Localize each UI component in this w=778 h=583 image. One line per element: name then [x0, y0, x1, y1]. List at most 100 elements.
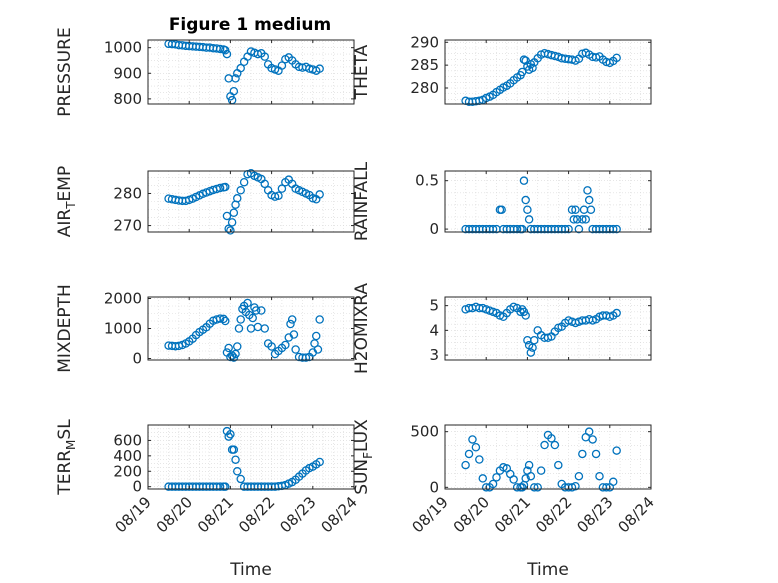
y-tick-label: 500: [410, 423, 439, 441]
data-point: [471, 443, 481, 452]
y-tick-label: 280: [113, 184, 142, 202]
y-tick-label: 800: [113, 90, 142, 108]
data-point: [229, 86, 239, 96]
data-point: [222, 211, 232, 221]
data-point: [301, 353, 311, 362]
data-point: [488, 479, 498, 489]
y-tick-label: 0: [429, 220, 439, 238]
data-point: [509, 475, 518, 484]
y-tick-label: 0: [132, 478, 142, 496]
data-point: [586, 205, 596, 214]
data-point: [315, 315, 324, 324]
data-point: [519, 176, 529, 185]
data-point: [530, 335, 539, 345]
subplot-4: 0 0.5 RAINFALL: [352, 161, 652, 241]
data-point: [612, 446, 621, 455]
data-point: [595, 471, 604, 481]
data-point: [260, 52, 269, 61]
data-point: [229, 208, 239, 217]
data-point: [287, 315, 297, 324]
data-point: [524, 215, 534, 224]
axes-frame: [444, 170, 652, 233]
data-point: [270, 192, 280, 201]
y-tick-label: 400: [113, 447, 142, 465]
y-tick-label: 290: [410, 33, 439, 51]
data-point: [478, 474, 488, 483]
axes-frame: [444, 39, 652, 105]
data-point: [528, 63, 537, 73]
data-point: [526, 348, 536, 357]
data-point: [588, 435, 597, 444]
data-point: [220, 316, 230, 326]
data-point: [554, 460, 563, 470]
figure-title: Figure 1 medium: [169, 15, 331, 35]
data-point: [481, 483, 491, 492]
axes-frame: [147, 39, 355, 105]
data-point: [578, 449, 587, 459]
axes-frame: [147, 170, 355, 233]
data-point: [530, 483, 539, 492]
data-point: [584, 427, 594, 436]
y-tick-label: 270: [113, 217, 142, 235]
axes-frame: [444, 296, 652, 361]
y-tick-label: 1000: [104, 320, 142, 338]
y-axis-label: TERRMSL: [55, 419, 78, 496]
y-axis-label: H2OMIXRA: [352, 283, 372, 374]
data-point: [574, 471, 584, 481]
y-tick-label: 0: [132, 350, 142, 368]
subplot-6: 3 4 5 H2OMIXRA: [352, 283, 652, 374]
data-point: [291, 345, 300, 354]
data-point: [315, 457, 324, 467]
data-point: [540, 440, 549, 450]
y-axis-label: SUNFLUX: [352, 419, 375, 495]
data-point: [492, 473, 501, 482]
data-point: [571, 205, 580, 214]
data-point: [248, 313, 257, 323]
data-point: [497, 205, 506, 214]
data-point: [612, 308, 621, 318]
data-point: [523, 205, 532, 214]
data-point: [260, 179, 269, 189]
data-point: [236, 315, 245, 324]
axes-frame: [147, 424, 355, 490]
data-point: [521, 311, 530, 320]
subplot-3: 270 280 AIRTEMP: [55, 166, 355, 237]
data-point: [518, 224, 527, 234]
y-tick-label: 200: [113, 462, 142, 480]
data-point: [564, 224, 573, 234]
data-point: [233, 194, 242, 203]
data-point: [286, 319, 295, 329]
y-axis-label: AIRTEMP: [55, 166, 78, 237]
y-axis-label: THETA: [352, 44, 372, 100]
y-axis-label: MIXDEPTH: [55, 284, 75, 373]
y-tick-label: 900: [113, 64, 142, 82]
data-point: [464, 449, 474, 459]
data-point: [215, 482, 225, 491]
data-point: [236, 63, 245, 73]
y-tick-label: 0: [429, 478, 439, 496]
data-point: [227, 218, 237, 227]
axes-frame: [444, 424, 652, 490]
y-tick-label: 3: [429, 346, 439, 364]
data-point: [315, 64, 324, 73]
data-point: [461, 460, 470, 470]
y-tick-label: 280: [410, 79, 439, 97]
data-point: [313, 345, 323, 354]
data-point: [231, 455, 240, 464]
data-point: [224, 343, 233, 353]
data-point: [226, 226, 235, 235]
data-point: [512, 224, 522, 234]
data-point: [488, 224, 498, 234]
data-point: [533, 483, 542, 492]
data-point: [220, 45, 230, 55]
data-point: [569, 215, 579, 224]
data-point: [277, 184, 287, 193]
data-point: [584, 195, 594, 205]
data-point: [475, 455, 484, 464]
data-point: [281, 340, 290, 350]
y-tick-label: 5: [429, 297, 439, 315]
data-point: [567, 205, 577, 214]
data-point: [233, 342, 242, 351]
data-point: [308, 194, 318, 203]
